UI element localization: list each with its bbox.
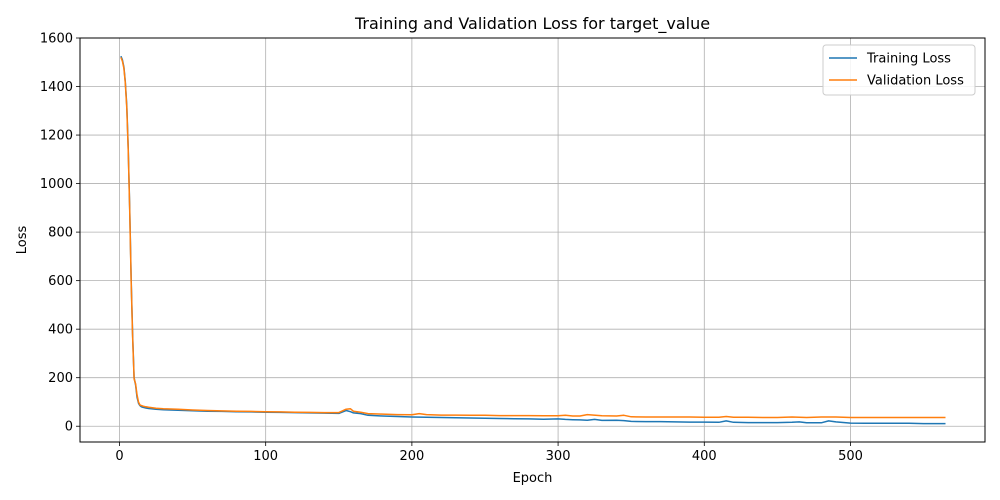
ticks: 0 100 200 300 400 500 0 200 400 600 800 1000 1200 140…	[40, 32, 863, 465]
x-axis-label: Epoch	[513, 471, 553, 486]
x-tick-label: 0	[115, 449, 123, 464]
plot-frame	[79, 37, 986, 443]
y-axis-label: Loss	[15, 226, 30, 255]
y-tick-label: 0	[65, 420, 73, 435]
legend: Training Loss Validation Loss	[822, 44, 976, 96]
series-line-validation-loss	[120, 57, 946, 419]
x-tick-label: 200	[399, 449, 424, 464]
y-tick-label: 1200	[40, 129, 73, 144]
series-group	[120, 55, 946, 425]
y-tick-label: 1600	[40, 32, 73, 47]
y-tick-label: 200	[48, 371, 73, 386]
series-line-training-loss	[120, 55, 946, 425]
y-tick-label: 600	[48, 274, 73, 289]
legend-label: Validation Loss	[867, 74, 964, 89]
y-tick-label: 800	[48, 226, 73, 241]
x-tick-label: 300	[546, 449, 571, 464]
y-tick-label: 400	[48, 323, 73, 338]
x-tick-label: 400	[692, 449, 717, 464]
y-tick-label: 1400	[40, 80, 73, 95]
legend-label: Training Loss	[866, 52, 951, 67]
y-tick-label: 1000	[40, 177, 73, 192]
x-tick-label: 100	[253, 449, 278, 464]
chart-title: Training and Validation Loss for target_…	[354, 14, 710, 34]
x-tick-label: 500	[838, 449, 863, 464]
legend-box	[822, 44, 976, 96]
